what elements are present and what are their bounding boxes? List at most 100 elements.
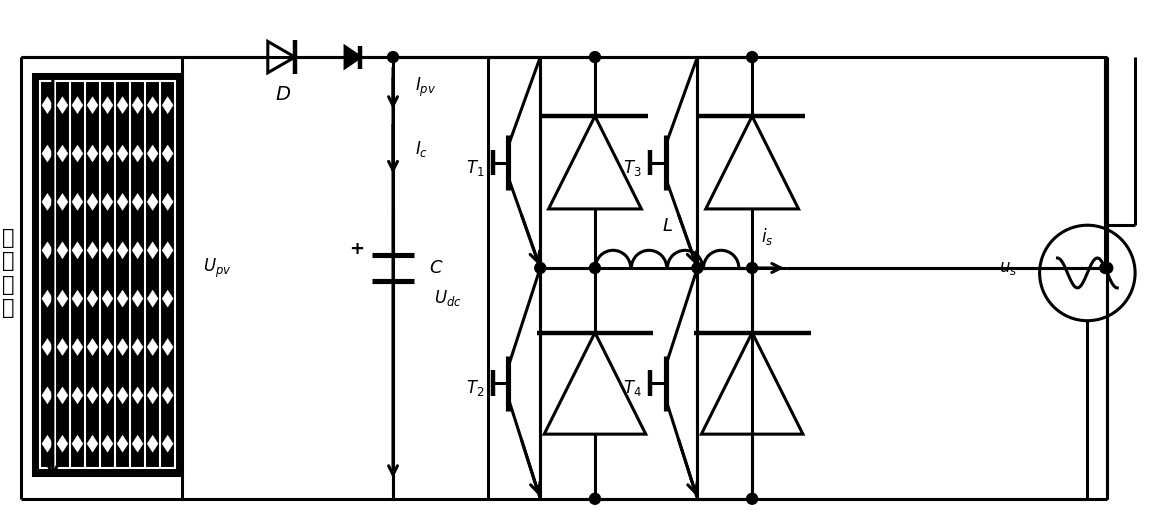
Text: +: + xyxy=(349,240,363,258)
Polygon shape xyxy=(72,97,83,114)
Text: $I_c$: $I_c$ xyxy=(415,139,428,159)
Polygon shape xyxy=(72,338,83,355)
Circle shape xyxy=(747,262,757,274)
Polygon shape xyxy=(162,97,173,114)
Polygon shape xyxy=(102,290,113,307)
Text: $U_{dc}$: $U_{dc}$ xyxy=(434,288,462,308)
Polygon shape xyxy=(132,387,143,404)
Polygon shape xyxy=(118,242,128,259)
Polygon shape xyxy=(102,387,113,404)
Polygon shape xyxy=(56,290,68,307)
Polygon shape xyxy=(42,145,53,162)
Polygon shape xyxy=(42,387,53,404)
Text: $L$: $L$ xyxy=(662,217,673,235)
Circle shape xyxy=(589,493,601,504)
Polygon shape xyxy=(162,145,173,162)
Polygon shape xyxy=(87,435,98,452)
Text: $T_4$: $T_4$ xyxy=(623,379,642,398)
Polygon shape xyxy=(102,97,113,114)
Polygon shape xyxy=(147,290,158,307)
Polygon shape xyxy=(56,338,68,355)
Polygon shape xyxy=(72,193,83,210)
Circle shape xyxy=(747,52,757,62)
Text: $I_{pv}$: $I_{pv}$ xyxy=(415,76,436,99)
Circle shape xyxy=(1100,262,1111,274)
Polygon shape xyxy=(162,242,173,259)
Polygon shape xyxy=(56,145,68,162)
Polygon shape xyxy=(56,387,68,404)
Polygon shape xyxy=(56,242,68,259)
Polygon shape xyxy=(118,387,128,404)
Polygon shape xyxy=(56,97,68,114)
Polygon shape xyxy=(132,242,143,259)
Bar xyxy=(33,74,182,475)
Polygon shape xyxy=(162,387,173,404)
Polygon shape xyxy=(56,435,68,452)
Polygon shape xyxy=(132,97,143,114)
Polygon shape xyxy=(87,338,98,355)
Circle shape xyxy=(1102,262,1112,274)
Polygon shape xyxy=(118,193,128,210)
Polygon shape xyxy=(102,193,113,210)
Polygon shape xyxy=(42,338,53,355)
Polygon shape xyxy=(102,145,113,162)
Polygon shape xyxy=(42,97,53,114)
Text: 光
伏
阵
列: 光 伏 阵 列 xyxy=(2,228,14,318)
Text: $i_s$: $i_s$ xyxy=(761,225,774,247)
Polygon shape xyxy=(147,338,158,355)
Bar xyxy=(40,81,175,468)
Polygon shape xyxy=(147,435,158,452)
Polygon shape xyxy=(87,290,98,307)
Polygon shape xyxy=(72,387,83,404)
Polygon shape xyxy=(72,435,83,452)
Circle shape xyxy=(388,52,399,62)
Circle shape xyxy=(535,262,546,274)
Text: $D$: $D$ xyxy=(274,86,290,105)
Polygon shape xyxy=(42,435,53,452)
Polygon shape xyxy=(102,338,113,355)
Text: $U_{pv}$: $U_{pv}$ xyxy=(202,257,232,280)
Polygon shape xyxy=(102,435,113,452)
Polygon shape xyxy=(132,290,143,307)
Polygon shape xyxy=(118,97,128,114)
Text: $C$: $C$ xyxy=(428,259,443,277)
Polygon shape xyxy=(345,46,360,68)
Polygon shape xyxy=(132,435,143,452)
Polygon shape xyxy=(42,290,53,307)
Polygon shape xyxy=(87,193,98,210)
Circle shape xyxy=(747,493,757,504)
Polygon shape xyxy=(162,435,173,452)
Polygon shape xyxy=(147,387,158,404)
Polygon shape xyxy=(72,242,83,259)
Polygon shape xyxy=(162,290,173,307)
Text: $u_s$: $u_s$ xyxy=(1000,259,1017,277)
Polygon shape xyxy=(118,338,128,355)
Text: $T_2$: $T_2$ xyxy=(466,379,485,398)
Polygon shape xyxy=(87,97,98,114)
Circle shape xyxy=(589,52,601,62)
Polygon shape xyxy=(42,242,53,259)
Polygon shape xyxy=(147,97,158,114)
Polygon shape xyxy=(132,193,143,210)
Polygon shape xyxy=(56,193,68,210)
Polygon shape xyxy=(147,242,158,259)
Polygon shape xyxy=(147,193,158,210)
Polygon shape xyxy=(162,193,173,210)
Polygon shape xyxy=(87,242,98,259)
Polygon shape xyxy=(42,193,53,210)
Polygon shape xyxy=(102,242,113,259)
Polygon shape xyxy=(87,145,98,162)
Polygon shape xyxy=(118,145,128,162)
Circle shape xyxy=(691,262,703,274)
Polygon shape xyxy=(87,387,98,404)
Polygon shape xyxy=(118,290,128,307)
Polygon shape xyxy=(162,338,173,355)
Circle shape xyxy=(589,262,601,274)
Text: $T_1$: $T_1$ xyxy=(466,157,485,177)
Polygon shape xyxy=(132,338,143,355)
Polygon shape xyxy=(118,435,128,452)
Polygon shape xyxy=(72,145,83,162)
Polygon shape xyxy=(147,145,158,162)
Text: $T_3$: $T_3$ xyxy=(623,157,642,177)
Polygon shape xyxy=(132,145,143,162)
